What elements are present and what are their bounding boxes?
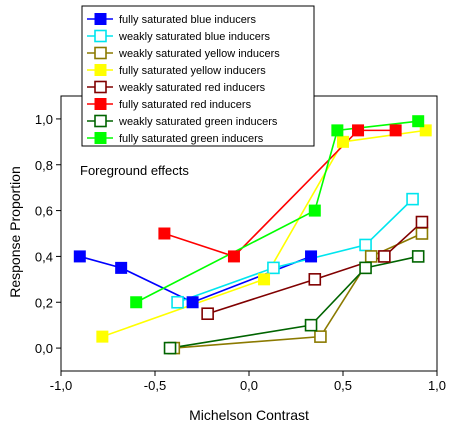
data-point-marker [314,330,327,343]
legend-label: weakly saturated red inducers [118,82,266,94]
legend-marker [94,80,107,94]
legend-marker [94,132,107,144]
data-point-marker [96,330,109,343]
data-point-marker [337,135,349,148]
data-point-marker [163,341,177,355]
series-layer [73,115,432,355]
legend-marker [94,98,107,110]
x-tick-label: -1,0 [50,378,72,393]
series-line [177,198,414,304]
legend-box [81,5,315,147]
legend-marker [94,114,107,128]
y-tick-label: 0,6 [35,204,53,219]
data-point-marker [352,124,365,137]
legend-label: weakly saturated blue inducers [118,31,271,43]
legend-marker [94,13,107,25]
data-point-marker [158,227,171,240]
legend-label: weakly saturated green inducers [118,116,278,128]
data-point-marker [115,261,128,274]
y-tick-label: 0,0 [35,341,53,356]
x-axis-title: Michelson Contrast [189,407,309,423]
legend-label: weakly saturated yellow inducers [118,48,280,60]
data-point-marker [415,227,429,240]
legend-marker [94,29,107,43]
y-tick-label: 0,2 [35,295,53,310]
data-point-marker [186,296,199,309]
x-tick-label: 0,5 [334,378,352,393]
series-line [164,129,396,258]
data-point-marker [419,124,432,137]
data-point-marker [130,296,143,309]
data-point-marker [73,250,86,263]
data-point-marker [331,124,344,137]
data-point-marker [411,250,425,263]
data-point-marker [305,250,318,263]
x-tick-label: 1,0 [428,378,446,393]
y-axis-ticks: 0,0 0,2 0,4 0,6 0,8 1,0 [35,112,61,356]
data-point-marker [258,273,271,286]
legend: fully saturated blue inducers weakly satu… [81,5,315,147]
series-line [79,255,312,304]
legend-marker [94,64,107,76]
data-point-marker [378,250,391,263]
y-tick-label: 0,4 [35,249,53,264]
legend-label: fully saturated blue inducers [119,14,256,26]
legend-label: fully saturated yellow inducers [119,65,266,77]
data-point-marker [171,295,184,309]
legend-items: fully saturated blue inducers weakly satu… [87,13,280,145]
series-line [169,255,419,349]
series-line [207,221,423,315]
y-tick-label: 0,8 [35,158,53,173]
y-tick-label: 1,0 [35,112,53,127]
data-point-marker [412,115,425,128]
legend-label: fully saturated green inducers [119,133,264,145]
data-point-marker [364,250,378,263]
x-tick-label: -0,5 [144,378,166,393]
data-point-marker [359,238,372,252]
data-point-marker [267,261,280,275]
data-point-marker [227,250,240,263]
data-point-marker [415,215,429,229]
x-axis-ticks: -1,0 -0,5 0,0 0,5 1,0 [50,371,446,393]
data-point-marker [201,307,214,321]
data-point-marker [308,204,321,217]
annotation-text: Foreground effects [80,163,189,178]
data-point-marker [389,124,402,137]
data-point-marker [304,318,318,332]
data-point-marker [406,192,419,206]
data-point-marker [359,261,372,275]
data-point-marker [308,273,322,286]
y-axis-title: Response Proportion [7,166,23,298]
x-tick-label: 0,0 [240,378,258,393]
legend-label: fully saturated red inducers [119,99,252,111]
series-line [135,120,419,303]
legend-marker [94,46,107,60]
